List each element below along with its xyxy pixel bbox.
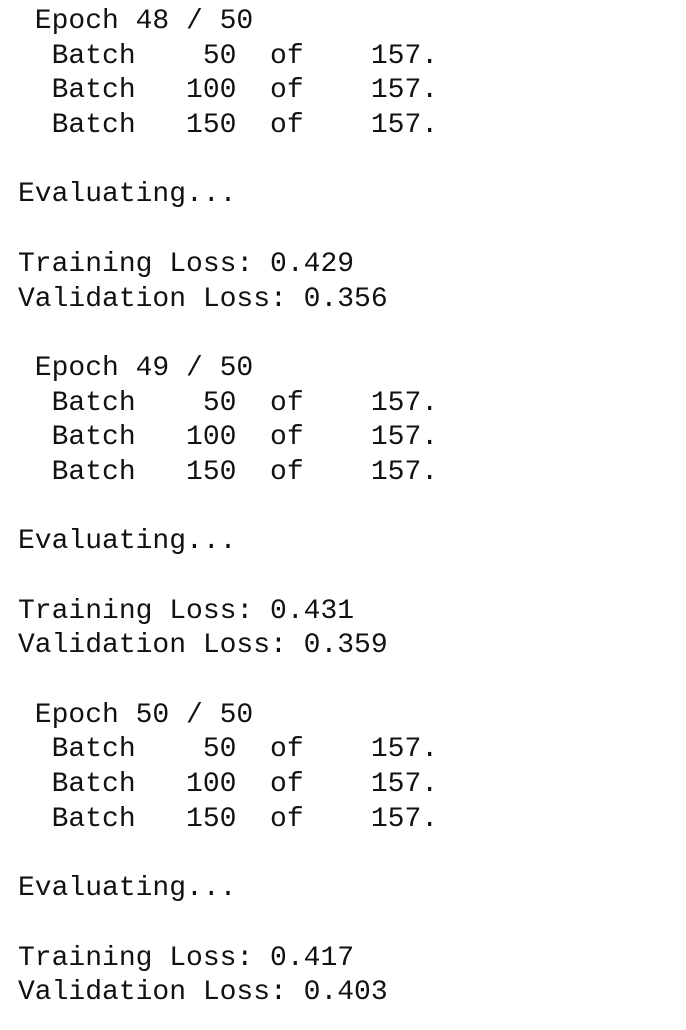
blank-line [18,560,438,595]
evaluating-line: Evaluating... [18,179,237,211]
batch-progress-line: Batch 150 of 157. [18,456,439,488]
batch-progress-line: Batch 150 of 157. [18,803,439,835]
blank-line [18,317,438,352]
blank-line [18,664,438,699]
blank-line [18,838,438,873]
epoch-header: Epoch 49 / 50 [18,352,254,384]
batch-progress-line: Batch 50 of 157. [18,734,439,766]
batch-progress-line: Batch 50 of 157. [18,40,439,72]
blank-line [18,144,438,179]
epoch-header: Epoch 50 / 50 [18,699,254,731]
evaluating-line: Evaluating... [18,526,237,558]
batch-progress-line: Batch 100 of 157. [18,769,439,801]
epoch-header: Epoch 48 / 50 [18,6,254,37]
batch-progress-line: Batch 100 of 157. [18,75,439,107]
training-loss-line: Training Loss: 0.431 [18,595,355,627]
validation-loss-line: Validation Loss: 0.359 [18,630,388,662]
console-output: Epoch 48 / 50 Batch 50 of 157. Batch 100… [18,5,438,1011]
validation-loss-line: Validation Loss: 0.356 [18,283,388,315]
validation-loss-line: Validation Loss: 0.403 [18,977,388,1009]
batch-progress-line: Batch 150 of 157. [18,110,439,142]
batch-progress-line: Batch 100 of 157. [18,422,439,454]
evaluating-line: Evaluating... [18,873,237,905]
blank-line [18,907,438,942]
blank-line [18,491,438,526]
batch-progress-line: Batch 50 of 157. [18,387,439,419]
training-loss-line: Training Loss: 0.417 [18,942,355,974]
training-loss-line: Training Loss: 0.429 [18,248,355,280]
blank-line [18,213,438,248]
